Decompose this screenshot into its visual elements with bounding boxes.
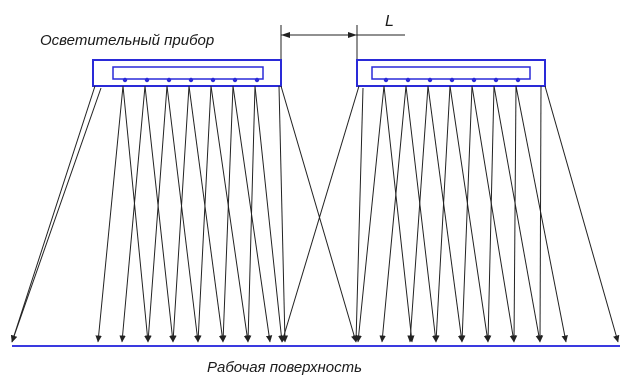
light-ray-5 (119, 85, 146, 343)
right-fixture-housing (356, 59, 546, 87)
left-fixture (92, 59, 282, 87)
left-lamp-5 (210, 77, 216, 83)
right-fixture (356, 59, 546, 87)
light-ray-24 (405, 85, 439, 343)
left-lamp-3 (166, 77, 172, 83)
light-ray-27 (433, 85, 451, 343)
light-ray-23 (379, 85, 407, 343)
light-ray-29 (459, 85, 473, 343)
left-lamp-2 (144, 77, 150, 83)
right-lamp-2 (405, 77, 411, 83)
light-ray-28 (449, 85, 491, 343)
light-ray-17 (278, 85, 289, 343)
light-ray-35 (536, 85, 544, 343)
spacing-dimension (280, 25, 405, 60)
right-lamp-1 (383, 77, 389, 83)
light-ray-32 (493, 85, 543, 343)
light-ray-10 (188, 85, 226, 343)
light-ray-15 (244, 85, 256, 343)
light-ray-1 (10, 85, 96, 343)
light-ray-16 (254, 85, 285, 343)
right-lamp-7 (515, 77, 521, 83)
dimension-arrow-left (281, 32, 290, 38)
light-ray-7 (145, 85, 168, 343)
right-lamp-3 (427, 77, 433, 83)
left-fixture-housing (92, 59, 282, 87)
left-lamp-1 (122, 77, 128, 83)
light-ray-26 (427, 85, 465, 343)
right-fixture-lamps (383, 77, 521, 83)
right-fixture-lamp-bar (371, 66, 531, 80)
light-ray-25 (407, 85, 429, 343)
fixture-label: Осветительный прибор (40, 32, 214, 49)
dimension-arrow-right (348, 32, 357, 38)
light-ray-3 (95, 85, 124, 343)
light-ray-19 (280, 85, 360, 343)
light-ray-18 (280, 85, 358, 343)
surface-label: Рабочая поверхность (207, 359, 362, 376)
right-lamp-4 (449, 77, 455, 83)
light-ray-21 (355, 85, 385, 343)
light-ray-20 (352, 87, 364, 343)
light-ray-6 (144, 85, 176, 343)
light-ray-31 (484, 85, 495, 343)
right-lamp-5 (471, 77, 477, 83)
light-ray-13 (220, 85, 234, 343)
light-ray-36 (544, 85, 620, 343)
spacing-label: L (385, 13, 394, 30)
left-lamp-6 (232, 77, 238, 83)
light-ray-9 (170, 85, 190, 343)
light-ray-30 (471, 85, 517, 343)
light-ray-8 (166, 85, 201, 343)
left-fixture-lamp-bar (112, 66, 264, 80)
light-rays (10, 85, 620, 343)
light-ray-12 (210, 85, 251, 343)
light-ray-33 (510, 85, 518, 343)
light-ray-4 (122, 85, 151, 343)
left-fixture-lamps (122, 77, 260, 83)
right-lamp-6 (493, 77, 499, 83)
left-lamp-4 (188, 77, 194, 83)
light-ray-22 (383, 85, 415, 343)
light-ray-11 (195, 85, 212, 343)
light-ray-2 (11, 87, 102, 343)
left-lamp-7 (254, 77, 260, 83)
